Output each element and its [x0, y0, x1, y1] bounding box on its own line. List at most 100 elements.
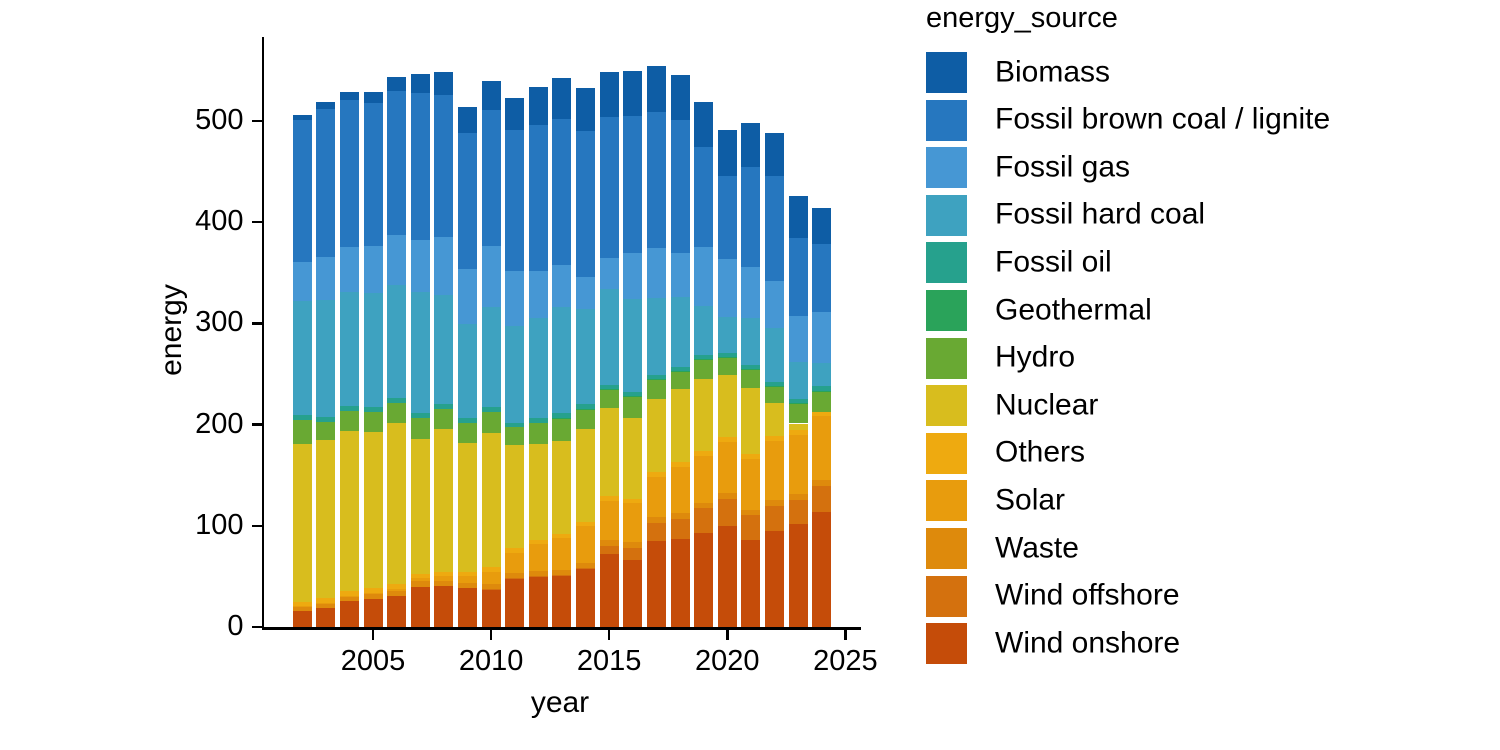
- bar-segment-fossil-oil-2017: [646, 374, 666, 379]
- bar-segment-fossil-gas-2005: [363, 245, 383, 294]
- bar-segment-waste-2016: [623, 541, 643, 548]
- x-tick-label: 2005: [340, 644, 406, 677]
- bar-segment-fossil-brown-coal-lignite-2023: [788, 238, 808, 316]
- bar-segment-fossil-gas-2017: [646, 248, 666, 298]
- bar-segment-waste-2023: [788, 494, 808, 500]
- bar-segment-others-2021: [741, 454, 761, 460]
- bar-segment-wind-onshore-2015: [599, 553, 619, 627]
- bar-segment-waste-2004: [339, 596, 359, 602]
- bar-segment-fossil-gas-2007: [410, 240, 430, 292]
- legend-label: Fossil oil: [995, 245, 1112, 279]
- bar-segment-hydro-2022: [765, 386, 785, 404]
- bar-segment-hydro-2015: [599, 389, 619, 409]
- legend-label: Biomass: [995, 54, 1111, 88]
- bar-2022: [765, 133, 785, 627]
- bar-segment-others-2018: [670, 461, 690, 467]
- bar-segment-hydro-2016: [623, 396, 643, 418]
- bar-segment-biomass-2004: [339, 91, 359, 101]
- bar-segment-fossil-oil-2007: [410, 412, 430, 418]
- bar-2016: [623, 70, 643, 627]
- bar-segment-hydro-2005: [363, 412, 383, 432]
- bar-segment-solar-2024: [812, 416, 832, 481]
- bar-segment-biomass-2003: [316, 101, 336, 109]
- bar-segment-nuclear-2002: [292, 443, 312, 602]
- bar-segment-fossil-oil-2013: [552, 413, 572, 418]
- bar-segment-wind-offshore-2021: [741, 515, 761, 540]
- bar-segment-fossil-brown-coal-lignite-2024: [812, 244, 832, 313]
- bar-segment-fossil-hard-coal-2013: [552, 306, 572, 414]
- legend-label: Fossil gas: [995, 150, 1131, 184]
- bar-segment-fossil-oil-2004: [339, 405, 359, 411]
- bar-segment-others-2019: [694, 450, 714, 456]
- x-tick-label: 2015: [576, 644, 642, 677]
- bar-segment-solar-2013: [552, 538, 572, 570]
- bar-segment-fossil-gas-2016: [623, 252, 643, 299]
- bar-segment-wind-offshore-2016: [623, 547, 643, 560]
- bar-segment-wind-onshore-2020: [717, 526, 737, 627]
- bar-segment-biomass-2014: [576, 88, 596, 131]
- bar-segment-wind-onshore-2010: [481, 588, 501, 627]
- bar-segment-waste-2010: [481, 583, 501, 589]
- bar-segment-waste-2020: [717, 493, 737, 499]
- bar-segment-nuclear-2020: [717, 375, 737, 437]
- bar-segment-fossil-gas-2015: [599, 258, 619, 290]
- bar-segment-fossil-oil-2020: [717, 352, 737, 357]
- y-tick: [251, 220, 262, 224]
- x-axis-title: year: [530, 686, 590, 719]
- bar-segment-solar-2012: [528, 544, 548, 571]
- legend-label: Wind offshore: [995, 578, 1180, 612]
- bar-segment-fossil-brown-coal-lignite-2014: [576, 130, 596, 277]
- bar-segment-solar-2017: [646, 477, 666, 518]
- bar-segment-fossil-oil-2024: [812, 386, 832, 391]
- bar-segment-fossil-gas-2013: [552, 265, 572, 307]
- bar-segment-waste-2015: [599, 539, 619, 546]
- legend-label: Waste: [995, 530, 1079, 564]
- bar-2008: [434, 71, 454, 627]
- bar-segment-wind-onshore-2008: [434, 585, 454, 627]
- bar-segment-fossil-brown-coal-lignite-2011: [505, 130, 525, 271]
- bar-segment-fossil-hard-coal-2024: [812, 363, 832, 387]
- bar-segment-fossil-gas-2024: [812, 312, 832, 364]
- bar-segment-fossil-hard-coal-2009: [457, 324, 477, 419]
- x-tick-label: 2025: [813, 644, 878, 677]
- bar-segment-hydro-2014: [576, 408, 596, 429]
- bar-segment-nuclear-2011: [505, 444, 525, 549]
- bar-segment-fossil-gas-2002: [292, 262, 312, 302]
- bar-segment-fossil-hard-coal-2007: [410, 291, 430, 413]
- bar-segment-fossil-brown-coal-lignite-2006: [387, 91, 407, 236]
- x-tick-label: 2010: [458, 644, 524, 677]
- bar-segment-wind-onshore-2014: [576, 569, 596, 627]
- bar-segment-waste-2017: [646, 517, 666, 524]
- bar-segment-fossil-oil-2019: [694, 355, 714, 360]
- bar-segment-wind-onshore-2021: [741, 539, 761, 627]
- bar-segment-waste-2021: [741, 509, 761, 516]
- bar-segment-fossil-brown-coal-lignite-2012: [528, 125, 548, 271]
- y-axis-title: energy: [155, 284, 188, 376]
- bar-segment-wind-offshore-2012: [528, 575, 548, 577]
- bar-segment-hydro-2010: [481, 411, 501, 433]
- bar-segment-fossil-gas-2011: [505, 270, 525, 327]
- bar-segment-fossil-brown-coal-lignite-2003: [316, 108, 336, 257]
- bar-segment-biomass-2006: [387, 77, 407, 92]
- x-axis-line: [261, 627, 861, 630]
- bar-segment-solar-2019: [694, 455, 714, 503]
- legend-swatch: [926, 385, 967, 427]
- bar-segment-biomass-2009: [457, 107, 477, 134]
- y-tick-label: 0: [227, 610, 244, 642]
- bar-segment-wind-onshore-2016: [623, 559, 643, 627]
- bar-2024: [812, 207, 832, 627]
- bar-segment-biomass-2011: [505, 97, 525, 131]
- bar-segment-fossil-hard-coal-2002: [292, 301, 312, 415]
- y-tick: [251, 119, 262, 123]
- bar-segment-waste-2013: [552, 569, 572, 575]
- bar-segment-nuclear-2014: [576, 428, 596, 522]
- bar-2012: [528, 86, 548, 627]
- bar-segment-wind-offshore-2022: [765, 505, 785, 531]
- bar-segment-nuclear-2018: [670, 388, 690, 462]
- bar-segment-biomass-2013: [552, 77, 572, 119]
- bar-segment-fossil-hard-coal-2004: [339, 292, 359, 406]
- bar-segment-fossil-gas-2009: [457, 269, 477, 325]
- bar-segment-others-2007: [410, 573, 430, 579]
- bar-segment-wind-onshore-2019: [694, 532, 714, 627]
